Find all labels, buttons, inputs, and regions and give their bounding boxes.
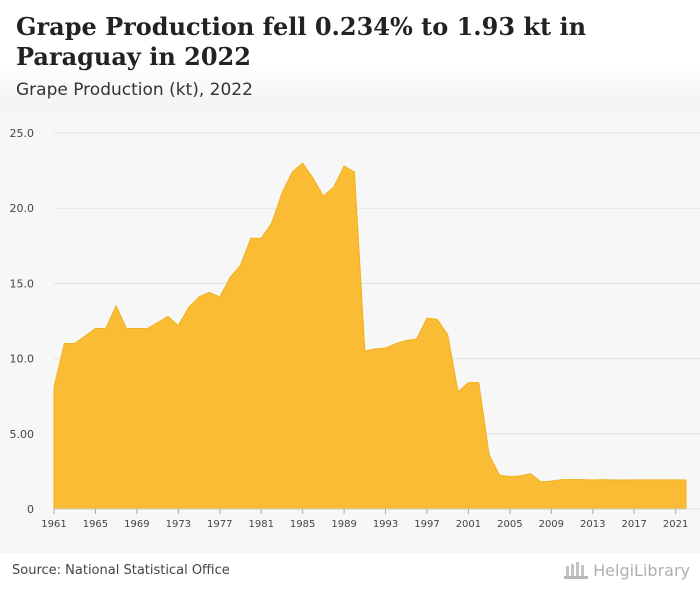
library-building-icon [564, 562, 589, 579]
source-note: Source: National Statistical Office [12, 563, 230, 578]
logo-text: HelgiLibrary [593, 560, 690, 580]
x-tick-label: 1969 [124, 519, 149, 530]
y-tick-label: 20.0 [10, 202, 35, 215]
x-tick-label: 1965 [83, 519, 108, 530]
chart-title: Grape Production fell 0.234% to 1.93 kt … [16, 12, 587, 71]
x-tick-label: 1973 [166, 519, 191, 530]
x-tick-label: 1993 [373, 519, 398, 530]
grape-production-area [53, 162, 687, 510]
x-tick-label: 2005 [497, 519, 522, 530]
x-tick-label: 2021 [663, 519, 688, 530]
x-tick-label: 2001 [456, 519, 481, 530]
chart-subtitle: Grape Production (kt), 2022 [16, 80, 253, 100]
x-tick-label: 1961 [41, 519, 66, 530]
chart-area: 0 5.00 10.0 15.0 20.0 25.0 1961 1965 1969 1973 197… [0, 113, 700, 553]
x-tick-label: 2013 [580, 519, 605, 530]
x-tick-label: 1977 [207, 519, 232, 530]
x-tick-label: 2017 [621, 519, 646, 530]
y-tick-label: 10.0 [10, 353, 35, 366]
x-tick-label: 2009 [539, 519, 564, 530]
helgilibrary-logo[interactable]: HelgiLibrary [563, 560, 690, 580]
x-tick-label: 1989 [331, 519, 356, 530]
y-tick-label: 25.0 [10, 127, 35, 140]
y-tick-label: 0 [27, 503, 34, 516]
x-tick-label: 1985 [290, 519, 315, 530]
x-tick-label: 1997 [414, 519, 439, 530]
chart-header: Grape Production fell 0.234% to 1.93 kt … [0, 0, 700, 113]
area-chart: 0 5.00 10.0 15.0 20.0 25.0 1961 1965 1969 1973 197… [10, 127, 700, 530]
y-tick-label: 5.00 [10, 428, 35, 441]
x-tick-label: 1981 [248, 519, 273, 530]
y-tick-label: 15.0 [10, 277, 35, 290]
